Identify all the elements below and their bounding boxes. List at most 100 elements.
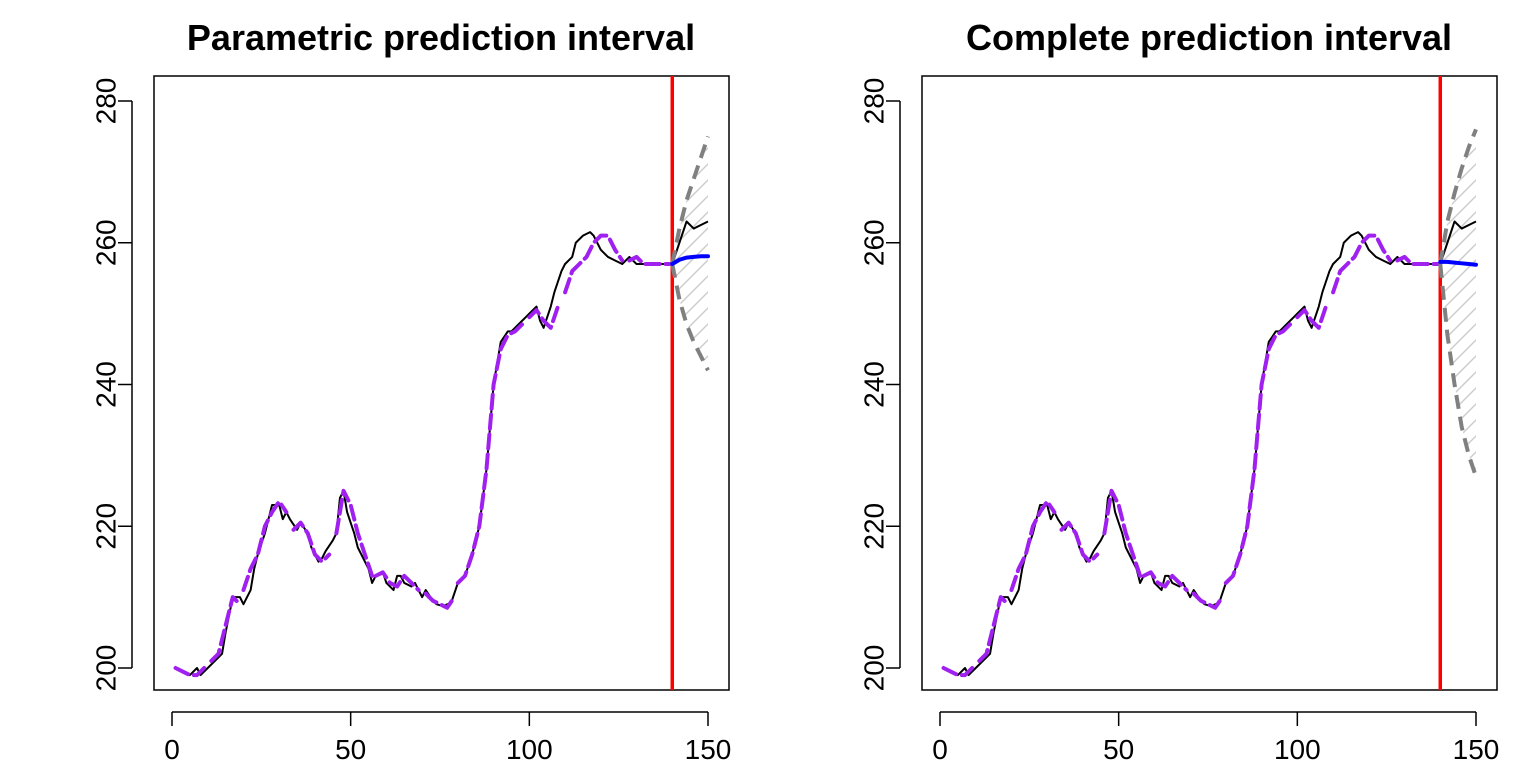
fitted-segment xyxy=(1141,570,1189,593)
fitted-segment xyxy=(1295,304,1328,330)
hatch-line xyxy=(1318,76,1536,690)
fitted-segment xyxy=(209,595,242,663)
hatch-line xyxy=(1440,129,1476,477)
hatch-line xyxy=(672,136,708,371)
hatch-line xyxy=(806,76,1420,690)
hatch-line xyxy=(1440,129,1476,477)
hatch-line xyxy=(1440,129,1476,477)
hatch-line xyxy=(870,76,1484,690)
hatch-line xyxy=(1440,129,1476,477)
lower-bound-line xyxy=(1438,263,1478,478)
hatch-line xyxy=(1142,76,1536,690)
hatch-line xyxy=(672,136,708,371)
hatch-line xyxy=(672,136,708,371)
hatch-line xyxy=(1440,129,1476,477)
hatch-line xyxy=(1440,129,1476,477)
fitted-segment xyxy=(563,233,625,295)
fitted-segment xyxy=(977,595,1010,663)
fitted-segment xyxy=(173,666,207,678)
hatch-line xyxy=(1440,129,1476,477)
fitted-segment xyxy=(1102,488,1143,578)
fitted-segment xyxy=(941,666,975,678)
hatch-line xyxy=(1440,129,1476,477)
hatch-line xyxy=(0,76,588,690)
y-tick-label: 200 xyxy=(859,645,890,692)
hatch-line xyxy=(54,76,668,690)
hatch-line xyxy=(1350,76,1536,690)
fitted-segment xyxy=(423,591,457,610)
hatch-line xyxy=(1286,76,1536,690)
hatch-line xyxy=(1478,76,1536,690)
hatch-line xyxy=(1174,76,1536,690)
interval-hatching xyxy=(0,76,1536,690)
hatch-line xyxy=(672,136,708,371)
fitted-segment xyxy=(527,304,560,330)
hatch-line xyxy=(822,76,1436,690)
x-tick-label: 100 xyxy=(506,734,553,765)
hatch-line xyxy=(1158,76,1536,690)
hatch-line xyxy=(672,136,685,371)
hatch-line xyxy=(672,136,708,371)
hatch-line xyxy=(1440,129,1476,477)
hatch-line xyxy=(710,76,1324,690)
hatch-line xyxy=(1440,129,1476,477)
hatch-line xyxy=(1440,129,1476,477)
panel-complete: Complete prediction interval 0 50 100 150 2… xyxy=(822,17,1536,765)
hatch-line xyxy=(672,136,708,371)
plot-box xyxy=(153,75,730,691)
hatch-line xyxy=(672,136,708,371)
hatch-line xyxy=(672,136,701,371)
x-tick-label: 150 xyxy=(685,734,732,765)
hatch-line xyxy=(1440,129,1476,477)
x-axis: 0 50 100 150 xyxy=(932,711,1500,765)
hatch-line xyxy=(1461,129,1476,477)
fitted-segment xyxy=(1191,591,1225,610)
hatch-line xyxy=(672,136,708,371)
hatch-line xyxy=(726,76,1340,690)
hatch-line xyxy=(1440,129,1476,477)
hatch-line xyxy=(1398,76,1536,690)
hatch-line xyxy=(672,136,708,371)
hatch-line xyxy=(1446,76,1536,690)
chart-title: Complete prediction interval xyxy=(966,17,1452,58)
hatch-line xyxy=(1462,76,1536,690)
hatch-line xyxy=(1302,76,1536,690)
hatch-line xyxy=(758,76,1372,690)
x-tick-label: 150 xyxy=(1453,734,1500,765)
hatch-line xyxy=(0,76,524,690)
hatch-line xyxy=(1440,129,1476,477)
y-tick-label: 220 xyxy=(91,503,122,550)
plot-clip xyxy=(0,76,1536,690)
fitted-segment xyxy=(1059,520,1100,564)
hatch-line xyxy=(0,76,540,690)
fitted-segment xyxy=(1223,322,1293,585)
hatch-line xyxy=(1430,76,1536,690)
hatch-line xyxy=(1222,76,1536,690)
y-tick-label: 280 xyxy=(91,78,122,125)
hatch-line xyxy=(672,136,708,371)
hatch-line xyxy=(822,76,1436,690)
hatch-line xyxy=(672,136,708,371)
hatch-line xyxy=(854,76,1468,690)
y-tick-label: 220 xyxy=(859,503,890,550)
hatch-line xyxy=(672,136,708,371)
x-tick-label: 50 xyxy=(335,734,366,765)
lower-bound-line xyxy=(670,263,710,372)
hatch-line xyxy=(672,136,708,371)
y-tick-label: 260 xyxy=(91,219,122,266)
hatch-line xyxy=(1445,129,1476,477)
x-tick-label: 100 xyxy=(1274,734,1321,765)
fitted-segment xyxy=(373,570,421,593)
hatch-line xyxy=(934,76,1536,690)
fitted-segment xyxy=(455,322,525,585)
hatch-line xyxy=(1440,129,1476,477)
y-tick-label: 280 xyxy=(859,78,890,125)
hatch-line xyxy=(1254,76,1536,690)
hatch-line xyxy=(672,136,708,371)
upper-bound-line xyxy=(670,135,710,265)
hatch-line xyxy=(672,136,708,371)
hatch-line xyxy=(1440,129,1476,477)
hatch-line xyxy=(886,76,1500,690)
hatch-line xyxy=(1510,76,1536,690)
hatch-line xyxy=(38,76,652,690)
